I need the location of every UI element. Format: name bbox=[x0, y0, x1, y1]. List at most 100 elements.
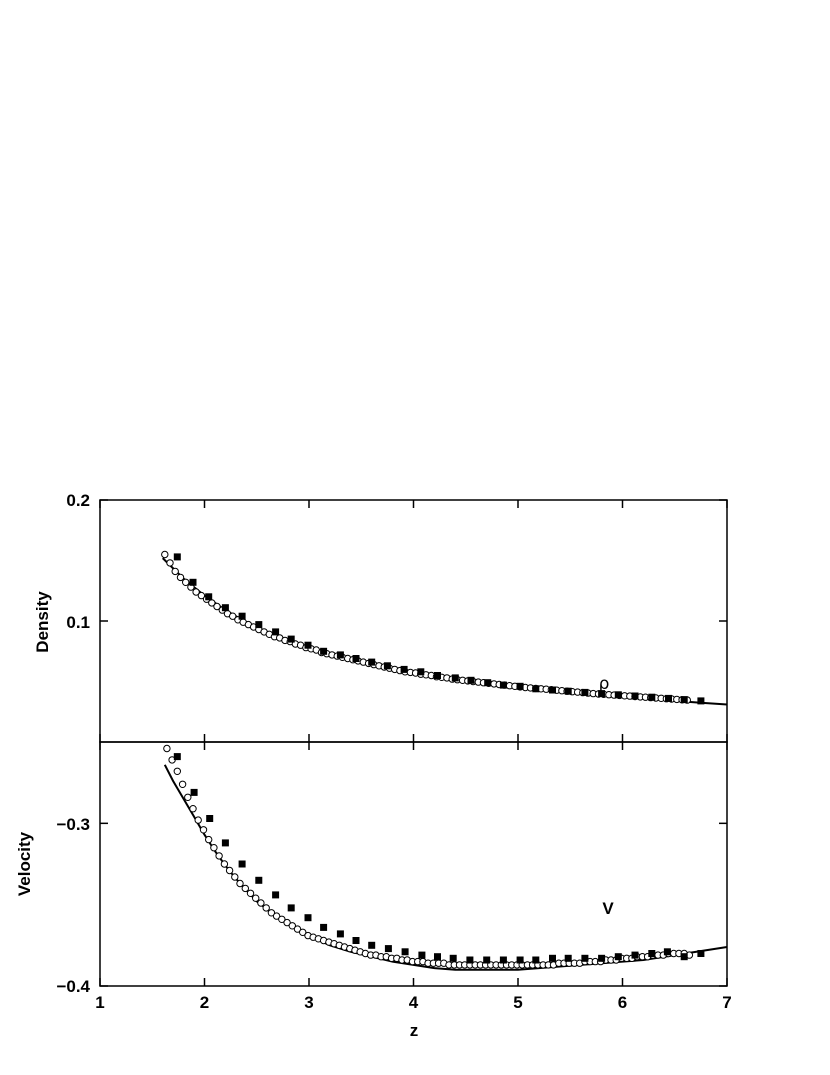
velocity-filled-square-point bbox=[352, 937, 360, 944]
z-tick-label: 7 bbox=[722, 993, 731, 1012]
velocity-open-circle-point bbox=[278, 915, 286, 923]
density-filled-square-point bbox=[581, 688, 589, 696]
velocity-y-tick-label: −0.4 bbox=[56, 977, 90, 996]
velocity-filled-square-point bbox=[581, 954, 589, 962]
velocity-filled-square-point bbox=[190, 788, 198, 796]
velocity-filled-square-point bbox=[221, 839, 229, 847]
density-axis-title: Density bbox=[33, 591, 52, 653]
velocity-filled-square-point bbox=[206, 815, 214, 822]
density-filled-square-point bbox=[173, 553, 181, 561]
density-curve bbox=[161, 557, 728, 706]
velocity-open-circle-point bbox=[173, 767, 182, 775]
density-plot-frame bbox=[99, 499, 728, 743]
velocity-filled-square-point bbox=[238, 860, 246, 868]
density-tick-marks bbox=[99, 499, 728, 742]
velocity-filled-square-point bbox=[663, 948, 671, 956]
rho-annotation: ρ bbox=[599, 674, 610, 694]
velocity-filled-square-point bbox=[483, 956, 491, 964]
velocity-open-circle-point bbox=[236, 879, 244, 888]
z-tick-label: 4 bbox=[409, 993, 419, 1012]
velocity-open-circle-point bbox=[220, 860, 229, 868]
velocity-filled-square-point bbox=[549, 954, 556, 962]
velocity-filled-square-point bbox=[434, 953, 441, 961]
velocity-filled-square-point bbox=[384, 945, 392, 953]
velocity-filled-square-point bbox=[255, 876, 263, 884]
z-tick-label: 2 bbox=[200, 993, 209, 1012]
velocity-filled-square-point bbox=[516, 956, 524, 964]
density-filled-square-point bbox=[467, 676, 475, 684]
velocity-open-circle-markers bbox=[163, 744, 694, 969]
velocity-filled-square-point bbox=[648, 950, 656, 957]
z-tick-label: 5 bbox=[513, 993, 522, 1012]
density-filled-square-point bbox=[304, 641, 312, 649]
velocity-filled-square-point bbox=[697, 950, 705, 957]
density-open-circle-point bbox=[229, 612, 237, 620]
z-axis-title: z bbox=[410, 1021, 419, 1040]
velocity-filled-square-point bbox=[631, 951, 639, 959]
density-panel: 0.2 0.1 Density ρ bbox=[33, 491, 728, 743]
v-annotation: V bbox=[602, 899, 614, 918]
density-filled-square-point bbox=[564, 687, 572, 695]
velocity-filled-square-point bbox=[173, 753, 181, 761]
velocity-open-circle-point bbox=[194, 816, 202, 824]
density-filled-square-point bbox=[368, 658, 376, 666]
density-filled-square-point bbox=[499, 681, 507, 689]
density-filled-square-point bbox=[189, 578, 197, 586]
density-y-tick-label: 0.1 bbox=[66, 613, 90, 632]
velocity-filled-square-point bbox=[272, 891, 280, 899]
velocity-open-circle-point bbox=[163, 744, 171, 753]
velocity-tick-marks bbox=[99, 742, 728, 987]
density-filled-square-point bbox=[400, 665, 408, 673]
density-open-circle-point bbox=[213, 602, 221, 611]
density-open-circle-point bbox=[182, 578, 190, 586]
density-filled-square-point bbox=[352, 655, 360, 662]
density-filled-square-point bbox=[614, 691, 622, 699]
velocity-filled-square-point bbox=[499, 956, 507, 964]
density-filled-square-point bbox=[434, 672, 441, 679]
density-filled-square-point bbox=[665, 694, 672, 702]
density-filled-square-point bbox=[697, 697, 705, 705]
velocity-filled-square-point bbox=[598, 954, 606, 962]
density-filled-square-point bbox=[648, 693, 656, 701]
density-filled-square-point bbox=[320, 647, 328, 655]
density-filled-square-markers bbox=[173, 553, 705, 705]
density-filled-square-point bbox=[272, 628, 280, 636]
density-filled-square-point bbox=[549, 686, 556, 694]
velocity-plot-frame bbox=[99, 741, 728, 987]
velocity-open-circle-point bbox=[189, 805, 197, 813]
velocity-open-circle-point bbox=[199, 826, 208, 834]
density-open-circle-point bbox=[171, 567, 179, 576]
velocity-open-circle-point bbox=[215, 852, 223, 860]
density-open-circle-point bbox=[176, 573, 185, 582]
velocity-open-circle-point bbox=[262, 904, 270, 912]
velocity-open-circle-point bbox=[246, 889, 255, 897]
density-open-circle-point bbox=[166, 559, 174, 567]
z-tick-label: 3 bbox=[304, 993, 313, 1012]
density-open-circle-point bbox=[161, 550, 169, 559]
density-y-tick-label: 0.2 bbox=[66, 491, 90, 510]
velocity-filled-square-point bbox=[449, 954, 457, 962]
velocity-filled-square-point bbox=[320, 923, 328, 931]
velocity-open-circle-point bbox=[178, 780, 187, 788]
velocity-open-circle-point bbox=[272, 912, 281, 920]
velocity-open-circle-point bbox=[184, 793, 192, 801]
velocity-filled-square-point bbox=[564, 954, 572, 962]
density-filled-square-point bbox=[417, 668, 425, 676]
velocity-y-tick-labels: −0.3 −0.4 bbox=[56, 815, 90, 996]
density-y-tick-labels: 0.2 0.1 bbox=[66, 491, 90, 632]
velocity-open-circle-point bbox=[231, 873, 239, 881]
velocity-filled-square-point bbox=[418, 951, 426, 959]
velocity-open-circle-point bbox=[267, 909, 276, 917]
velocity-open-circle-point bbox=[283, 918, 291, 927]
density-filled-square-point bbox=[238, 612, 246, 620]
velocity-filled-square-point bbox=[680, 953, 688, 961]
velocity-filled-square-point bbox=[401, 948, 409, 956]
velocity-filled-square-point bbox=[466, 956, 474, 964]
density-filled-square-point bbox=[516, 682, 524, 690]
velocity-open-circle-point bbox=[293, 925, 302, 933]
velocity-open-circle-point bbox=[288, 922, 296, 930]
velocity-filled-square-point bbox=[532, 956, 540, 964]
velocity-filled-square-markers bbox=[173, 753, 705, 964]
velocity-filled-square-point bbox=[614, 953, 622, 961]
